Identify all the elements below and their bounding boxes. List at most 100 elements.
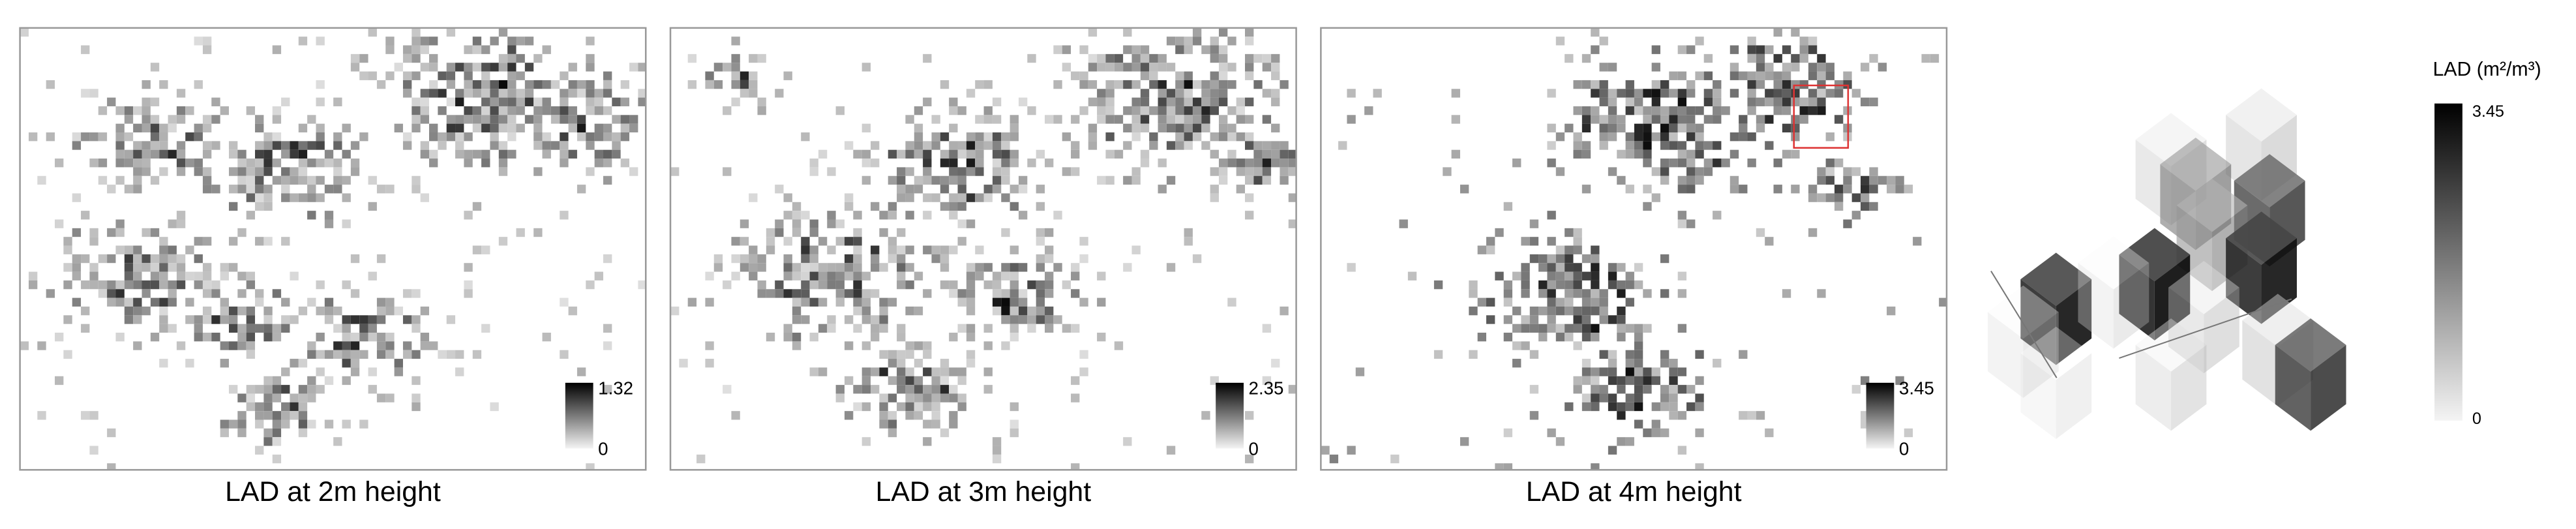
colorbar	[565, 382, 593, 449]
voxel-cell	[905, 141, 914, 150]
voxel-cell	[1010, 402, 1019, 412]
voxel-cell	[1825, 89, 1835, 98]
voxel-cell	[1538, 306, 1548, 316]
voxel-cell	[923, 385, 932, 394]
voxel-cell	[1625, 141, 1634, 150]
voxel-cell	[1210, 80, 1219, 89]
voxel-cell	[220, 341, 229, 350]
voxel-cell	[731, 254, 740, 264]
voxel-cell	[844, 271, 854, 280]
voxel-cell	[603, 80, 612, 89]
voxel-cell	[620, 123, 630, 133]
voxel-cell	[89, 411, 98, 420]
voxel-cell	[1262, 63, 1272, 72]
voxel-cell	[316, 37, 325, 46]
voxel-cell	[957, 289, 966, 298]
voxel-cell	[1634, 393, 1643, 402]
voxel-cell	[429, 89, 438, 98]
voxel-cell	[1192, 80, 1202, 89]
voxel-cell	[1079, 297, 1088, 307]
voxel-cell	[1686, 123, 1696, 133]
voxel-cell	[533, 167, 543, 176]
voxel-cell	[98, 132, 108, 142]
voxel-cell	[350, 159, 360, 168]
voxel-cell	[472, 350, 482, 359]
voxel-cell	[1123, 263, 1132, 272]
voxel-cell	[1860, 202, 1870, 211]
voxel-cell	[1149, 132, 1158, 142]
voxel-cell	[1625, 185, 1634, 194]
voxel-cell	[577, 89, 586, 98]
voxel-cell	[1895, 175, 1904, 185]
voxel-cell	[1599, 37, 1608, 46]
voxel-cell	[1581, 115, 1591, 124]
voxel-cell	[1355, 367, 1365, 376]
voxel-cell	[1521, 271, 1530, 280]
voxel-cell	[342, 376, 351, 385]
voxel-cell	[228, 185, 238, 194]
voxel-cell	[55, 333, 64, 342]
voxel-cell	[1686, 385, 1696, 394]
voxel-cell	[1184, 123, 1193, 133]
voxel-cell	[350, 141, 360, 150]
voxel-cell	[1097, 333, 1106, 342]
voxel-cell	[577, 115, 586, 124]
voxel-cell	[1071, 271, 1080, 280]
voxel-cell	[1192, 115, 1202, 124]
voxel-cell	[472, 106, 482, 115]
voxel-cell	[150, 149, 160, 159]
voxel-cell	[46, 80, 55, 89]
voxel-cell	[185, 106, 194, 115]
voxel-cell	[1210, 149, 1219, 159]
voxel-cell	[342, 280, 351, 290]
voxel-cell	[368, 175, 377, 185]
voxel-cell	[1262, 141, 1272, 150]
voxel-cell	[1817, 167, 1826, 176]
voxel-cell	[1869, 53, 1878, 63]
voxel-cell	[1860, 193, 1870, 202]
voxel-cell	[1245, 411, 1254, 420]
voxel-cell	[897, 376, 906, 385]
voxel-cell	[923, 245, 932, 254]
voxel-cell	[1825, 71, 1835, 80]
voxel-cell	[1817, 193, 1826, 202]
voxel-cell	[1271, 149, 1280, 159]
voxel-cell	[1817, 289, 1826, 298]
voxel-cell	[1677, 123, 1687, 133]
voxel-cell	[1834, 159, 1844, 168]
voxel-cell	[20, 27, 29, 37]
voxel-cell	[159, 315, 168, 324]
voxel-cell	[472, 37, 482, 46]
voxel-cell	[1097, 97, 1106, 106]
voxel-cell	[1677, 324, 1687, 333]
voxel-cell	[757, 53, 766, 63]
voxel-cell	[255, 123, 264, 133]
voxel-cell	[783, 254, 792, 264]
voxel-cell	[263, 428, 273, 438]
voxel-cell	[1625, 80, 1634, 89]
voxel-cell	[115, 175, 125, 185]
voxel-cell	[560, 89, 569, 98]
voxel-cell	[1390, 454, 1400, 464]
voxel-cell	[1166, 106, 1176, 115]
voxel-cell	[1565, 228, 1574, 237]
voxel-cell	[905, 393, 914, 402]
voxel-cell	[923, 53, 932, 63]
voxel-cell	[176, 159, 186, 168]
voxel-cell	[957, 376, 966, 385]
voxel-cell	[1782, 97, 1791, 106]
voxel-cell	[1799, 45, 1808, 54]
voxel-cell	[516, 228, 525, 237]
voxel-cell	[142, 280, 151, 290]
voxel-cell	[1695, 37, 1704, 46]
voxel-cell	[983, 141, 993, 150]
voxel-cell	[98, 289, 108, 298]
voxel-cell	[159, 80, 168, 89]
voxel-cell	[455, 141, 464, 150]
voxel-cell	[342, 359, 351, 368]
voxel-cell	[333, 324, 342, 333]
voxel-cell	[1123, 123, 1132, 133]
voxel-cell	[792, 271, 801, 280]
voxel-cell	[1608, 106, 1617, 115]
voxel-cell	[731, 97, 740, 106]
